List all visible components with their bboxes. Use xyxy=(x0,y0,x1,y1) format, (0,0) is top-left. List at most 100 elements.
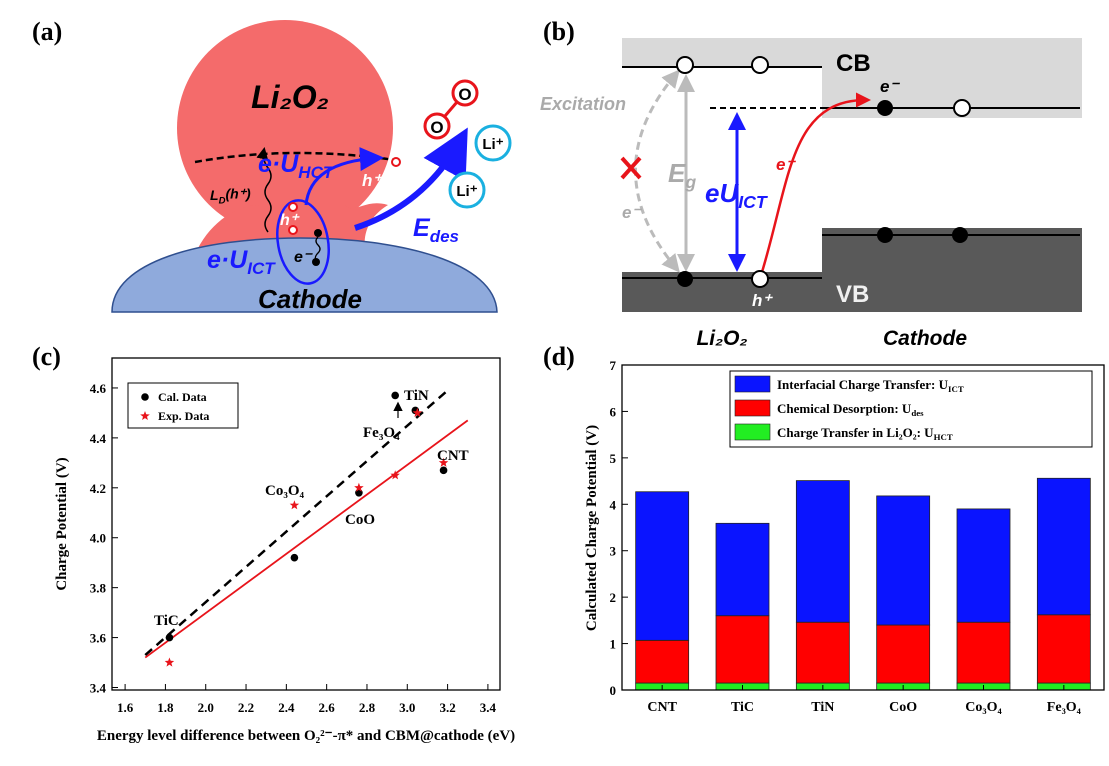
legend-box xyxy=(127,382,239,429)
x-tick-label: 2.8 xyxy=(359,700,376,715)
x-tick-label: 1.6 xyxy=(117,700,134,715)
x-tick-label: 1.8 xyxy=(157,700,174,715)
hole xyxy=(288,225,298,235)
state-empty xyxy=(953,99,971,117)
label-li-ion: Li⁺ xyxy=(482,136,503,153)
y-tick-label: 3.6 xyxy=(90,631,107,646)
fit-line xyxy=(144,389,449,656)
y-tick-label: 1 xyxy=(610,637,617,652)
x-tick-label: 3.0 xyxy=(399,700,415,715)
y-tick-label: 6 xyxy=(610,404,617,419)
bar-segment xyxy=(956,621,1011,684)
annotation: Fe₃O₄ xyxy=(363,425,400,441)
x-tick-label: Fe₃O₄ xyxy=(1047,700,1082,715)
label-eg-base: E xyxy=(668,158,686,188)
li2o2-particle xyxy=(177,20,393,236)
oxygen-atom xyxy=(451,79,479,107)
panel-label: (c) xyxy=(32,342,61,371)
label-e-u-hct: e·UHCT xyxy=(258,150,335,182)
bar-segment xyxy=(795,621,850,684)
legend-swatch xyxy=(734,399,771,417)
bar-segment xyxy=(1036,614,1091,684)
polaron-ellipse xyxy=(276,199,330,285)
point xyxy=(165,633,174,642)
plot-frame xyxy=(621,364,1105,691)
label-eg-sub: g xyxy=(684,172,696,192)
bar-segment xyxy=(876,495,931,626)
cb-band xyxy=(622,38,1082,68)
point xyxy=(390,470,400,480)
state-empty xyxy=(676,56,694,74)
label-electron: e⁻ xyxy=(880,77,900,96)
label-diffusion-length-rest: (h⁺) xyxy=(225,185,251,201)
y-tick-label: 4.2 xyxy=(90,481,106,496)
x-tick-label: 2.0 xyxy=(198,700,214,715)
x-tick-label: TiC xyxy=(731,700,754,715)
label-e-u-ict: e·UICT xyxy=(207,246,276,278)
label-vb: VB xyxy=(836,281,869,308)
label-cb: CB xyxy=(836,50,871,77)
x-tick-label: 2.6 xyxy=(319,700,336,715)
legend-marker xyxy=(140,411,150,420)
cross xyxy=(620,156,642,180)
fit-line xyxy=(144,419,469,659)
label-hole: h⁺ xyxy=(362,171,383,190)
x-tick-label: CoO xyxy=(889,700,917,715)
bar-segment xyxy=(635,491,690,641)
legend-box xyxy=(729,370,1093,448)
label-diffusion-length-sub: D xyxy=(219,195,226,206)
legend-label: Exp. Data xyxy=(158,409,209,423)
y-tick-label: 7 xyxy=(610,358,617,373)
legend-label: Chemical Desorption: Udes xyxy=(777,401,924,418)
interface-line xyxy=(194,151,396,164)
li-ion xyxy=(448,171,486,209)
y-tick-label: 0 xyxy=(610,683,617,698)
legend-label-sub: HCT xyxy=(934,432,953,442)
y-tick-label: 4.6 xyxy=(90,381,107,396)
hole xyxy=(391,157,401,167)
point xyxy=(355,488,363,497)
x-tick-label: Co₃O₄ xyxy=(965,700,1002,715)
point xyxy=(354,482,364,492)
oxygen-atom xyxy=(423,112,451,140)
label-li2o2: Li₂O₂ xyxy=(251,79,329,115)
cathode-shape xyxy=(111,237,498,313)
panel-label: (d) xyxy=(543,342,575,371)
label-e-u-hct-sub: HCT xyxy=(298,163,335,182)
label-eu-ict-sub: ICT xyxy=(738,192,769,212)
legend-label-sub: des xyxy=(911,408,924,418)
label-hole: h⁺ xyxy=(280,212,300,229)
legend-label-base: Charge Transfer in Li₂O₂: U xyxy=(777,425,934,440)
label-hole: h⁺ xyxy=(752,291,773,310)
legend-marker xyxy=(141,393,149,401)
panel-a xyxy=(111,20,512,313)
squiggle xyxy=(314,236,321,261)
point xyxy=(412,407,423,417)
legend-label-base: Chemical Desorption: U xyxy=(777,401,912,416)
panel-label: (a) xyxy=(32,17,62,46)
bar-segment xyxy=(715,522,770,617)
state-empty xyxy=(751,270,769,288)
legend-swatch xyxy=(734,423,771,441)
hct-arrow xyxy=(304,147,384,206)
legend-label: Interfacial Charge Transfer: UICT xyxy=(777,377,964,394)
state-filled xyxy=(677,271,693,287)
annotation: TiN xyxy=(404,388,429,404)
desorption-arrow xyxy=(354,127,468,231)
legend-label: Charge Transfer in Li₂O₂: UHCT xyxy=(777,425,953,442)
label-eg: Eg xyxy=(668,158,696,192)
diffusion-arrow xyxy=(256,147,272,233)
y-tick-label: 4 xyxy=(610,497,617,512)
point xyxy=(289,500,300,510)
y-axis-label: Charge Potential (V) xyxy=(54,457,70,590)
label-oxygen: O xyxy=(430,118,443,137)
label-e-des: Edes xyxy=(413,214,459,246)
label-excitation: Excitation xyxy=(540,94,626,114)
annotation: Co₃O₄ xyxy=(265,483,304,499)
vb-band-cathode xyxy=(822,228,1082,312)
state-filled xyxy=(952,227,968,243)
x-tick-label: 2.4 xyxy=(278,700,295,715)
bar-segment xyxy=(635,639,690,684)
point xyxy=(290,553,299,562)
y-tick-label: 5 xyxy=(610,451,617,466)
